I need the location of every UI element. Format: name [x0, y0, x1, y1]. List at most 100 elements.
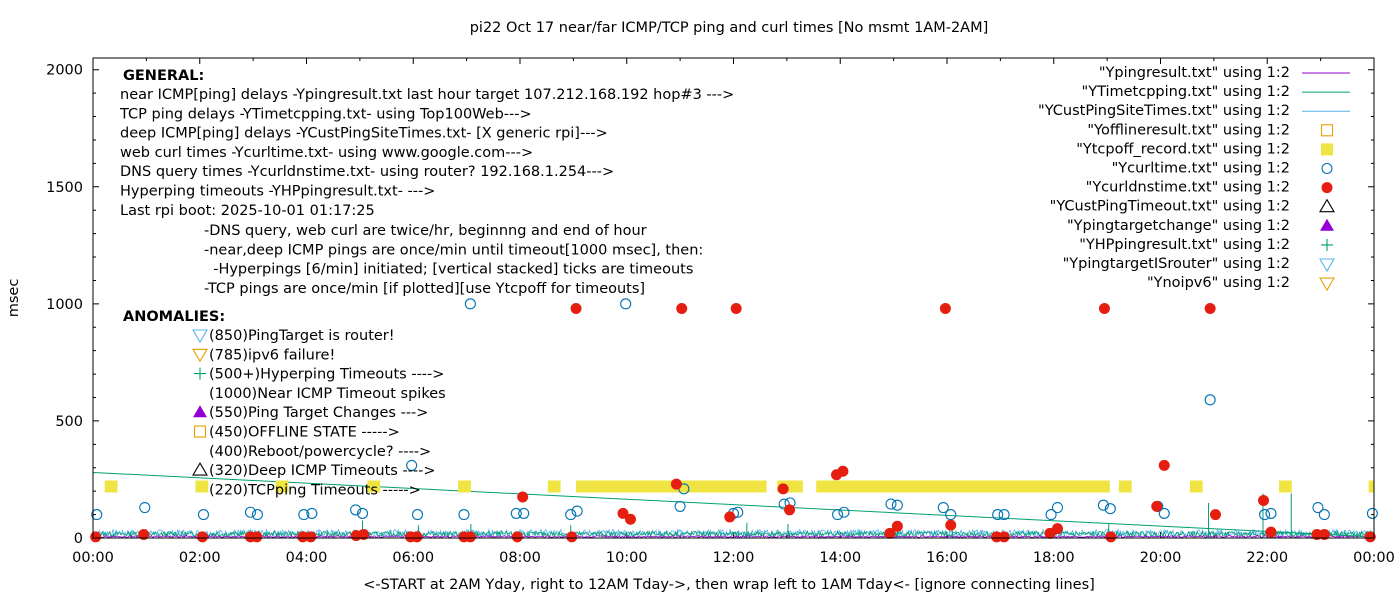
legend-entry-label: "Yofflineresult.txt" using 1:2 — [1087, 122, 1290, 138]
general-note-line: Hyperping timeouts -YHPpingresult.txt- -… — [120, 184, 435, 200]
annotation-notes: GENERAL: near ICMP[ping] delays -Ypingres… — [119, 68, 734, 498]
x-tick-label: 12:00 — [713, 550, 755, 566]
curltime-point — [1318, 509, 1330, 521]
curldnstime-point — [1051, 523, 1063, 535]
legend: "Ypingresult.txt" using 1:2 "YTimetcpping… — [1038, 65, 1350, 292]
curldnstime-point — [1098, 303, 1110, 315]
curldnstime-point — [777, 483, 789, 495]
anomaly-note: (850)PingTarget is router! — [209, 328, 395, 344]
curltime-point — [571, 505, 583, 517]
curldnstime-point — [676, 303, 688, 315]
tcpoff-record-bar — [576, 480, 767, 493]
curltime-point — [244, 506, 257, 518]
curldnstime-point — [998, 531, 1010, 543]
curltime-point — [992, 509, 1004, 521]
curldnstime-point — [837, 465, 849, 477]
anomaly-marker — [193, 425, 207, 438]
curldnstime-point — [1204, 303, 1216, 315]
curltime-point — [945, 509, 957, 521]
tcpoff-record-bar — [275, 480, 289, 493]
legend-entry-label: "Ycurltime.txt" using 1:2 — [1112, 161, 1290, 177]
legend-entry-label: "Ypingresult.txt" using 1:2 — [1099, 65, 1290, 81]
anomaly-note: (500+)Hyperping Timeouts ----> — [209, 367, 444, 383]
curldnstime-point — [90, 531, 102, 543]
legend-entry-label: "YTimetcpping.txt" using 1:2 — [1082, 84, 1290, 100]
tcpoff-record-bar — [1278, 480, 1292, 493]
curltime-point — [1265, 507, 1277, 519]
curldnstime-point — [939, 303, 951, 315]
curltime-point — [458, 509, 470, 521]
legend-marker-swatch — [1320, 218, 1334, 231]
tcpoff-record-bar — [1118, 480, 1132, 493]
curldnstime-point — [138, 528, 150, 540]
x-tick-label: 10:00 — [606, 550, 648, 566]
x-tick-label: 06:00 — [392, 550, 434, 566]
legend-marker-swatch — [1321, 143, 1333, 156]
curltime-point — [998, 509, 1010, 521]
curltime-point — [732, 506, 744, 518]
anomaly-note: (400)Reboot/powercycle? ----> — [209, 444, 431, 460]
legend-marker-swatch — [1320, 124, 1334, 137]
curldnstime-point — [945, 519, 957, 531]
curldnstime-point — [358, 528, 370, 540]
anomaly-note: (450)OFFLINE STATE -----> — [209, 425, 400, 441]
general-sub-note-line: -Hyperpings [6/min] initiated; [vertical… — [204, 262, 693, 278]
curltime-point — [298, 509, 310, 521]
curltime-point — [885, 498, 897, 510]
curltime-point — [356, 507, 369, 519]
y-tick-label: 1000 — [46, 297, 83, 313]
curltime-point — [565, 509, 577, 521]
curltime-point — [139, 502, 151, 514]
curldnstime-point — [1318, 528, 1330, 540]
tcpoff-record-bar — [1189, 480, 1203, 493]
general-note-line: Last rpi boot: 2025-10-01 01:17:25 — [120, 203, 375, 219]
curldnstime-point — [884, 527, 896, 539]
curldnstime-point — [1151, 500, 1163, 512]
curltime-point — [197, 509, 210, 521]
curltime-point — [406, 459, 418, 471]
curldnstime-point — [251, 531, 263, 543]
curltime-point — [838, 506, 850, 518]
x-tick-label: 04:00 — [286, 550, 328, 566]
curldnstime-point — [297, 531, 309, 543]
anomaly-marker — [192, 348, 208, 363]
curldnstime-point — [624, 513, 636, 525]
x-tick-label: 00:00 — [1353, 550, 1395, 566]
curltime-point — [91, 509, 103, 521]
tcpoff-record-bar — [816, 480, 1110, 493]
general-note-line: web curl times -Ycurltime.txt- using www… — [120, 145, 533, 161]
curltime-point — [674, 500, 686, 512]
x-tick-label: 00:00 — [72, 550, 114, 566]
anomalies-title: ANOMALIES: — [123, 309, 225, 325]
x-tick-label: 08:00 — [499, 550, 541, 566]
x-tick-label: 22:00 — [1246, 550, 1288, 566]
x-tick-label: 14:00 — [819, 550, 861, 566]
curltime-point — [832, 509, 844, 521]
general-sub-note-line: -TCP pings are once/min [if plotted][use… — [204, 281, 645, 297]
curldnstime-point — [511, 531, 523, 543]
curldnstime-point — [724, 511, 736, 523]
curldnstime-point — [1258, 495, 1270, 507]
curldnstime-point — [566, 531, 578, 543]
curldnstime-point — [617, 507, 629, 519]
legend-entry-label: "Ytcpoff_record.txt" using 1:2 — [1076, 141, 1290, 157]
legend-marker-swatch — [1319, 277, 1335, 292]
anomaly-note: (1000)Near ICMP Timeout spikes — [209, 386, 446, 402]
legend-entry-label: "YCustPingTimeout.txt" using 1:2 — [1050, 199, 1290, 215]
legend-marker-swatch — [1321, 238, 1333, 251]
legend-entry-label: "YCustPingSiteTimes.txt" using 1:2 — [1038, 103, 1290, 119]
legend-marker-swatch — [1321, 182, 1333, 194]
curltime-point — [518, 507, 530, 519]
legend-entry-label: "Ycurldnstime.txt" using 1:2 — [1086, 180, 1290, 196]
y-tick-label: 0 — [74, 531, 83, 547]
legend-entry-label: "Ynoipv6" using 1:2 — [1147, 275, 1290, 291]
y-axis-label: msec — [6, 279, 22, 318]
curltime-point — [411, 509, 424, 521]
legend-marker-swatch — [1319, 198, 1335, 213]
chart-title: pi22 Oct 17 near/far ICMP/TCP ping and c… — [470, 20, 989, 36]
anomaly-marker — [192, 329, 208, 344]
plot-border — [92, 57, 1375, 539]
legend-marker-swatch — [1321, 162, 1333, 175]
general-sub-note-line: -DNS query, web curl are twice/hr, begin… — [204, 223, 647, 239]
